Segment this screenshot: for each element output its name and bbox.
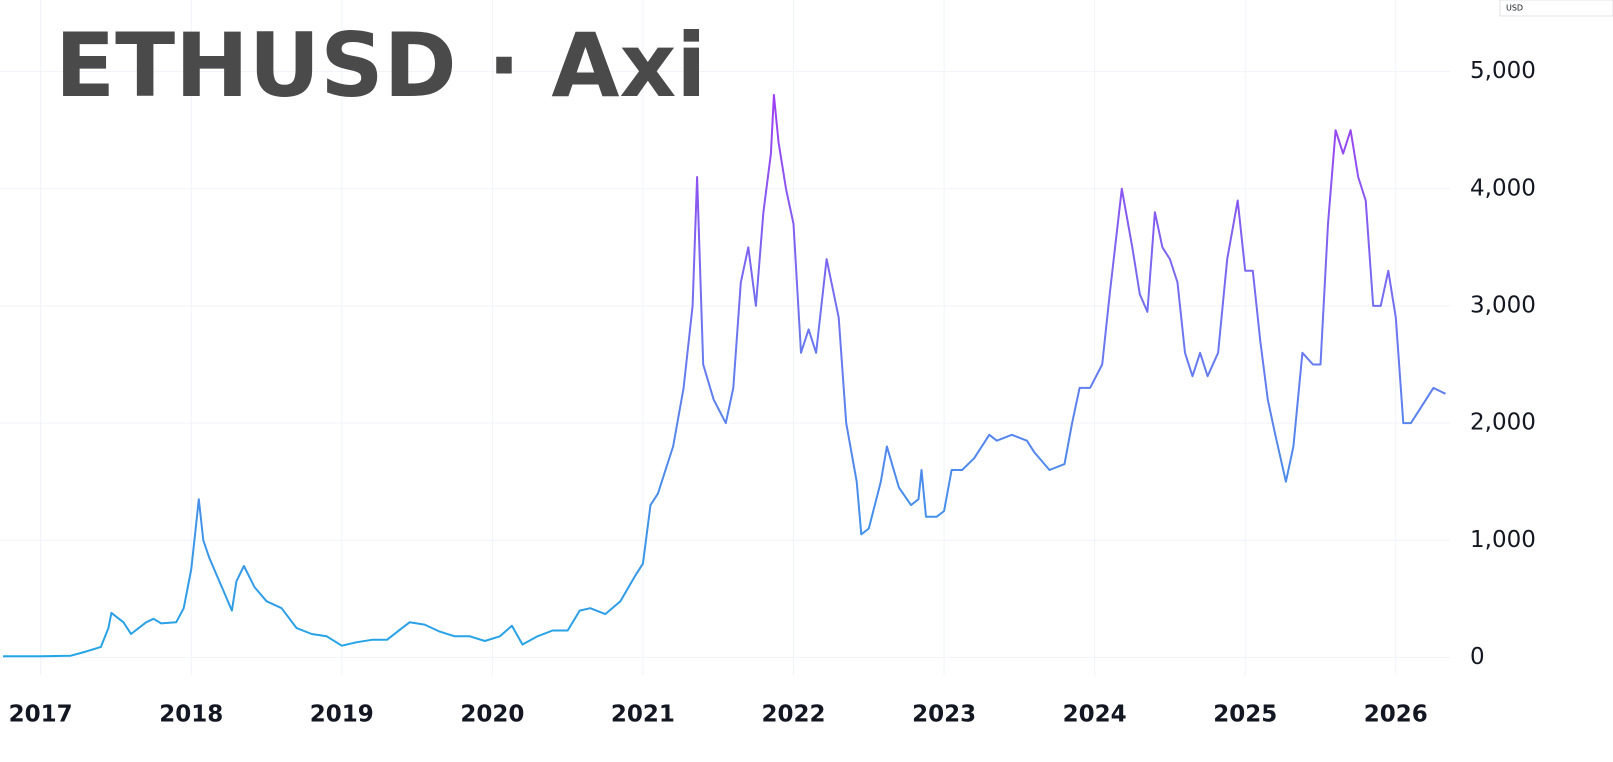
price-line <box>3 94 1446 658</box>
x-tick-label: 2021 <box>611 702 675 728</box>
x-tick-label: 2018 <box>159 702 223 728</box>
x-tick-label: 2022 <box>762 702 826 728</box>
x-tick-label: 2024 <box>1063 702 1127 728</box>
x-tick-label: 2026 <box>1364 702 1428 728</box>
unit-box <box>1499 0 1613 17</box>
y-tick-label: 0 <box>1470 644 1485 670</box>
y-tick-label: 4,000 <box>1470 175 1536 201</box>
x-tick-label: 2025 <box>1213 702 1277 728</box>
y-tick-label: 3,000 <box>1470 292 1536 318</box>
x-tick-label: 2023 <box>912 702 976 728</box>
y-tick-label: 1,000 <box>1470 527 1536 553</box>
y-tick-label: 2,000 <box>1470 410 1536 436</box>
chart-title: ETHUSD · Axi <box>55 14 706 117</box>
unit-label: USD <box>1506 4 1523 13</box>
x-tick-label: 2017 <box>9 702 73 728</box>
x-tick-label: 2020 <box>460 702 524 728</box>
x-tick-label: 2019 <box>310 702 374 728</box>
y-tick-label: 5,000 <box>1470 58 1536 84</box>
